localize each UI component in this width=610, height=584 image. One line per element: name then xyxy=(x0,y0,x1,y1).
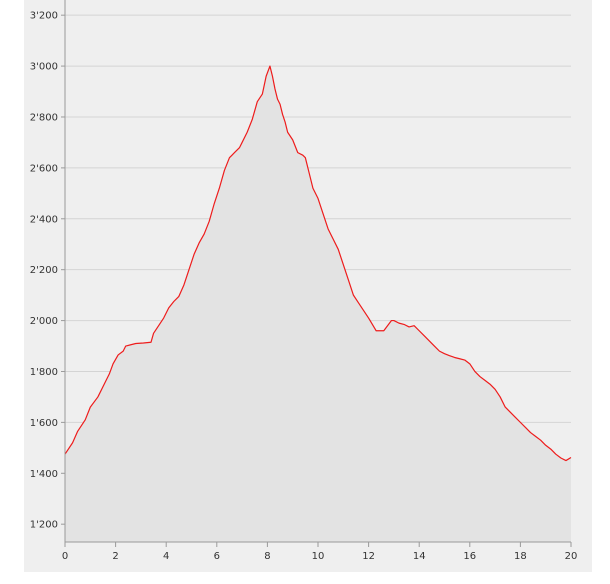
x-tick-label: 6 xyxy=(214,551,220,562)
elevation-chart: 1'200 1'400 1'600 1'800 2'000 2'200 2'400 2'600… xyxy=(24,0,592,572)
x-tick-label: 16 xyxy=(463,551,476,562)
y-tick-label: 3'200 xyxy=(30,11,58,22)
area-layer xyxy=(64,65,572,542)
x-tick-label: 4 xyxy=(163,551,169,562)
x-tick-label: 18 xyxy=(514,551,527,562)
y-axis-ticks: 1'200 1'400 1'600 1'800 2'000 2'200 2'400 2'600… xyxy=(30,11,65,531)
x-tick-label: 14 xyxy=(413,551,426,562)
y-tick-label: 2'400 xyxy=(30,214,58,225)
y-tick-label: 2'000 xyxy=(30,316,58,327)
y-tick-label: 2'600 xyxy=(30,163,58,174)
x-tick-label: 0 xyxy=(62,551,68,562)
y-tick-label: 1'400 xyxy=(30,469,58,480)
x-tick-label: 20 xyxy=(565,551,578,562)
y-tick-label: 1'200 xyxy=(30,520,58,531)
y-tick-label: 2'200 xyxy=(30,265,58,276)
x-tick-label: 2 xyxy=(112,551,118,562)
y-tick-label: 3'000 xyxy=(30,62,58,73)
y-tick-label: 1'800 xyxy=(30,367,58,378)
elevation-profile-svg: 1'200 1'400 1'600 1'800 2'000 2'200 2'400 2'600… xyxy=(30,0,578,562)
x-tick-label: 12 xyxy=(362,551,375,562)
x-tick-label: 10 xyxy=(312,551,325,562)
elevation-area-fill xyxy=(65,66,571,542)
x-tick-label: 8 xyxy=(264,551,270,562)
y-tick-label: 1'600 xyxy=(30,418,58,429)
y-tick-label: 2'800 xyxy=(30,112,58,123)
elevation-line xyxy=(64,65,572,462)
x-axis-ticks: 0 2 4 6 8 10 12 14 16 18 20 xyxy=(62,542,578,562)
